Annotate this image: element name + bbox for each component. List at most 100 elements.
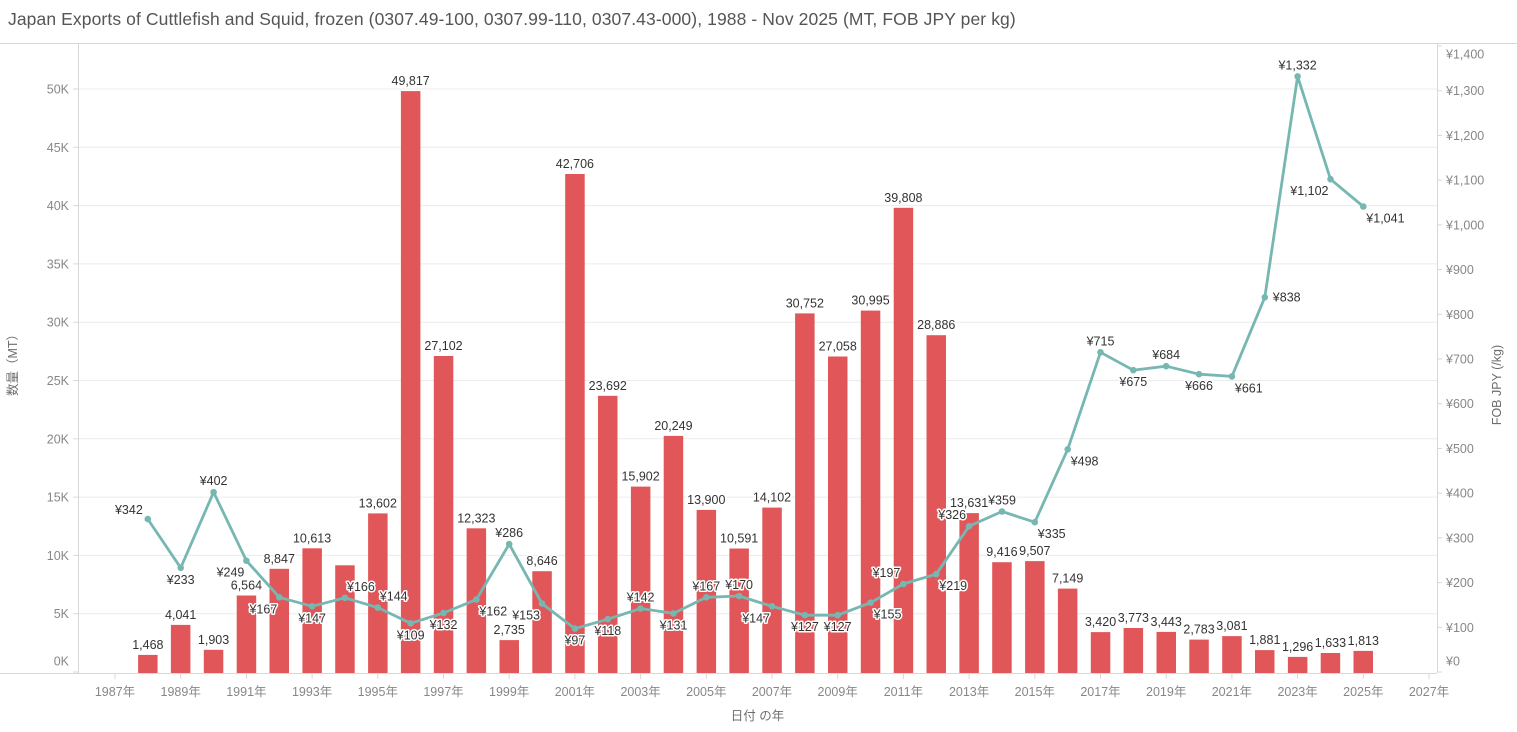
- price-point-2023[interactable]: [1294, 73, 1301, 80]
- price-label-2002: ¥118: [593, 624, 621, 638]
- price-point-1989[interactable]: [177, 564, 184, 572]
- price-point-2002[interactable]: [604, 615, 612, 623]
- price-point-1993[interactable]: [308, 603, 316, 610]
- right-tick-label-10: ¥1,000: [1445, 218, 1484, 232]
- price-label-2000: ¥153: [511, 609, 540, 623]
- price-point-2013[interactable]: [965, 522, 973, 530]
- bar-2014[interactable]: [992, 562, 1012, 673]
- price-point-2014[interactable]: [998, 508, 1006, 515]
- x-tick-label-4: 1995年: [358, 685, 398, 699]
- price-label-2006: ¥170: [724, 578, 753, 592]
- price-label-2004: ¥131: [659, 618, 688, 632]
- bar-2025[interactable]: [1353, 650, 1374, 673]
- price-point-1990[interactable]: [210, 488, 217, 496]
- price-point-2008[interactable]: [801, 611, 809, 619]
- bar-2016[interactable]: [1057, 588, 1078, 673]
- price-point-2022[interactable]: [1261, 294, 1269, 301]
- bar-1993[interactable]: [302, 548, 322, 673]
- price-point-2009[interactable]: [834, 611, 841, 619]
- price-point-2017[interactable]: [1097, 349, 1104, 356]
- bar-2007[interactable]: [762, 507, 782, 673]
- right-axis-title: FOB JPY (/kg): [1490, 345, 1504, 425]
- price-point-2000[interactable]: [538, 600, 546, 607]
- price-point-1991[interactable]: [243, 557, 250, 564]
- price-point-2007[interactable]: [768, 603, 776, 610]
- bar-2023[interactable]: [1287, 656, 1308, 673]
- right-tick-label-0: ¥0: [1445, 655, 1460, 669]
- price-point-2018[interactable]: [1130, 366, 1137, 374]
- price-point-2010[interactable]: [867, 599, 874, 606]
- bar-2004[interactable]: [663, 435, 684, 673]
- bar-label-2013: 13,631: [950, 496, 988, 510]
- bar-2011[interactable]: [893, 207, 914, 674]
- price-point-1998[interactable]: [473, 596, 480, 603]
- price-label-1992: ¥167: [248, 602, 277, 616]
- bar-2020[interactable]: [1189, 639, 1209, 673]
- price-point-2021[interactable]: [1228, 373, 1236, 380]
- price-line[interactable]: [146, 75, 1365, 630]
- price-point-2025[interactable]: [1360, 203, 1367, 210]
- price-point-2003[interactable]: [637, 605, 644, 612]
- bar-2015[interactable]: [1025, 561, 1045, 673]
- price-point-2005[interactable]: [703, 594, 710, 601]
- price-point-2015[interactable]: [1031, 518, 1039, 526]
- bar-2019[interactable]: [1156, 631, 1177, 673]
- bar-2012[interactable]: [926, 335, 947, 673]
- bar-label-2021: 3,081: [1216, 619, 1247, 633]
- bar-label-1997: 27,102: [424, 339, 462, 353]
- bar-1990[interactable]: [203, 649, 224, 673]
- price-point-1992[interactable]: [276, 594, 283, 601]
- price-point-2016[interactable]: [1064, 446, 1071, 453]
- price-point-2019[interactable]: [1162, 362, 1170, 370]
- bar-label-2007: 14,102: [753, 491, 791, 505]
- bar-2021[interactable]: [1222, 636, 1242, 673]
- price-point-2020[interactable]: [1195, 370, 1203, 378]
- price-point-1988[interactable]: [144, 515, 152, 523]
- bar-2008[interactable]: [795, 313, 815, 673]
- bar-1996[interactable]: [400, 91, 421, 674]
- right-tick-label-4: ¥400: [1445, 487, 1474, 501]
- bar-2002[interactable]: [598, 395, 618, 673]
- bar-1992[interactable]: [269, 568, 290, 673]
- bar-1999[interactable]: [499, 640, 520, 673]
- bar-2003[interactable]: [630, 486, 651, 673]
- bar-1995[interactable]: [368, 513, 388, 673]
- bar-label-2011: 39,808: [884, 191, 922, 205]
- price-point-2024[interactable]: [1327, 175, 1334, 183]
- bar-2022[interactable]: [1255, 650, 1275, 673]
- bar-1997[interactable]: [433, 356, 454, 673]
- bar-1988[interactable]: [138, 654, 158, 673]
- bar-2018[interactable]: [1123, 628, 1144, 673]
- bar-2017[interactable]: [1090, 632, 1111, 673]
- price-point-1997[interactable]: [440, 609, 447, 617]
- price-point-2006[interactable]: [735, 592, 743, 600]
- bar-1991[interactable]: [236, 595, 257, 674]
- price-point-1996[interactable]: [407, 620, 415, 627]
- chart-frame: [0, 43, 1517, 674]
- right-tick-label-1: ¥100: [1445, 621, 1474, 635]
- price-point-2012[interactable]: [933, 570, 940, 578]
- price-point-1995[interactable]: [374, 604, 382, 611]
- bar-2013[interactable]: [959, 513, 979, 673]
- bar-label-1995: 13,602: [359, 496, 397, 510]
- bar-2024[interactable]: [1320, 653, 1341, 673]
- x-tick-label-15: 2017年: [1080, 685, 1120, 699]
- left-axis-title: 数量（MT）: [5, 328, 20, 396]
- bar-2010[interactable]: [860, 310, 881, 673]
- bar-label-2004: 20,249: [654, 419, 692, 433]
- bar-2001[interactable]: [565, 174, 585, 673]
- bar-label-1998: 12,323: [457, 511, 495, 525]
- price-point-1994[interactable]: [341, 594, 349, 602]
- price-point-2001[interactable]: [571, 625, 579, 632]
- bar-2006[interactable]: [729, 548, 749, 674]
- bar-series-quantity: [138, 91, 1374, 674]
- bar-2009[interactable]: [828, 356, 848, 674]
- price-point-1999[interactable]: [505, 540, 513, 548]
- x-tick-label-9: 2005年: [686, 685, 726, 699]
- price-point-2011[interactable]: [900, 580, 907, 588]
- price-point-2004[interactable]: [670, 610, 677, 617]
- bar-2005[interactable]: [696, 509, 717, 673]
- bar-1994[interactable]: [335, 565, 355, 673]
- bar-1989[interactable]: [170, 624, 191, 673]
- price-label-2025: ¥1,041: [1365, 212, 1404, 226]
